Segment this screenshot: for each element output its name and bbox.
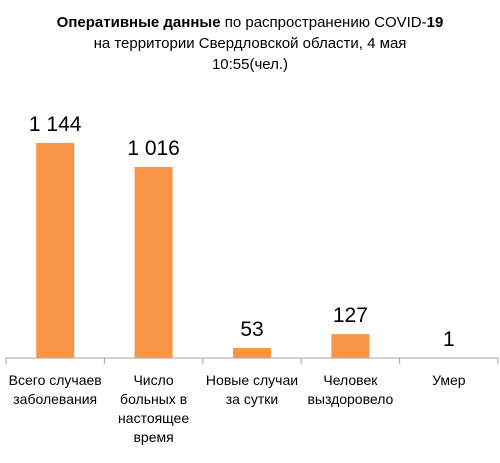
category-label: Число больных в настоящее время — [118, 372, 190, 445]
bar — [134, 166, 173, 358]
data-label: 1 016 — [127, 137, 180, 160]
category-label: Человек выздоровело — [307, 372, 394, 407]
category-label: Всего случаев заболевания — [8, 372, 102, 407]
category-label: Новые случаи за сутки — [205, 372, 299, 407]
bar — [233, 348, 271, 358]
data-label: 127 — [333, 304, 368, 327]
category-label: Умер — [432, 372, 466, 388]
data-label: 1 — [443, 328, 455, 351]
bar — [36, 142, 75, 358]
chart-title: Оперативные данные по распространению CO… — [0, 12, 500, 75]
title-bold-number: 19 — [426, 14, 444, 31]
title-bold-part: Оперативные данные — [56, 14, 221, 31]
data-label: 53 — [240, 318, 263, 341]
bar — [331, 334, 370, 358]
title-part2: по распространению COVID- — [220, 14, 427, 31]
title-line2: на территории Свердловской области, 4 ма… — [93, 35, 407, 52]
title-line3: 10:55(чел.) — [211, 56, 289, 73]
data-label: 1 144 — [29, 113, 82, 136]
